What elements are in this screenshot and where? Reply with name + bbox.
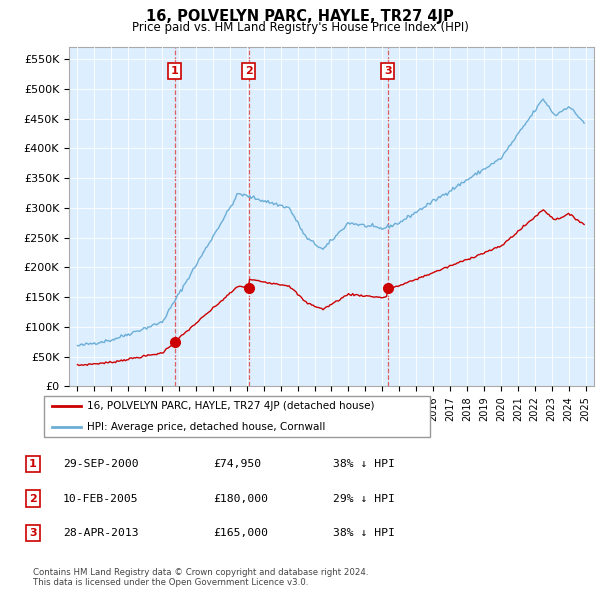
Text: 2: 2 <box>245 66 253 76</box>
Text: £165,000: £165,000 <box>213 528 268 537</box>
Text: 3: 3 <box>384 66 392 76</box>
Text: 38% ↓ HPI: 38% ↓ HPI <box>333 460 395 469</box>
Text: 3: 3 <box>29 528 37 537</box>
Text: 1: 1 <box>29 460 37 469</box>
Text: £180,000: £180,000 <box>213 494 268 503</box>
Text: HPI: Average price, detached house, Cornwall: HPI: Average price, detached house, Corn… <box>87 422 325 432</box>
FancyBboxPatch shape <box>44 396 430 437</box>
Text: Price paid vs. HM Land Registry's House Price Index (HPI): Price paid vs. HM Land Registry's House … <box>131 21 469 34</box>
Text: £74,950: £74,950 <box>213 460 261 469</box>
Text: 1: 1 <box>171 66 179 76</box>
Text: 29% ↓ HPI: 29% ↓ HPI <box>333 494 395 503</box>
Text: 16, POLVELYN PARC, HAYLE, TR27 4JP (detached house): 16, POLVELYN PARC, HAYLE, TR27 4JP (deta… <box>87 401 374 411</box>
Text: 29-SEP-2000: 29-SEP-2000 <box>63 460 139 469</box>
Text: 16, POLVELYN PARC, HAYLE, TR27 4JP: 16, POLVELYN PARC, HAYLE, TR27 4JP <box>146 9 454 24</box>
Text: 10-FEB-2005: 10-FEB-2005 <box>63 494 139 503</box>
Text: 28-APR-2013: 28-APR-2013 <box>63 528 139 537</box>
Text: 2: 2 <box>29 494 37 503</box>
Text: 38% ↓ HPI: 38% ↓ HPI <box>333 528 395 537</box>
Text: Contains HM Land Registry data © Crown copyright and database right 2024.
This d: Contains HM Land Registry data © Crown c… <box>33 568 368 587</box>
